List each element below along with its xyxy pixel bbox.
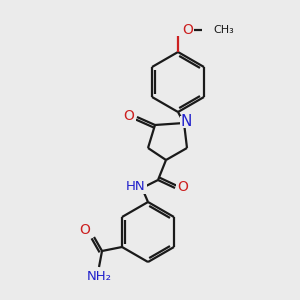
Bar (85, 269, 113, 283)
Bar (180, 116, 192, 128)
Bar (176, 180, 190, 194)
Text: O: O (80, 223, 91, 237)
Bar (182, 24, 194, 36)
Text: NH₂: NH₂ (86, 269, 112, 283)
Text: N: N (180, 115, 192, 130)
Text: HN: HN (126, 181, 146, 194)
Text: O: O (178, 180, 188, 194)
Text: CH₃: CH₃ (213, 25, 234, 35)
Text: O: O (183, 23, 194, 37)
Bar (78, 223, 92, 237)
Bar (125, 180, 147, 194)
Text: O: O (124, 109, 134, 123)
Bar (122, 109, 136, 123)
